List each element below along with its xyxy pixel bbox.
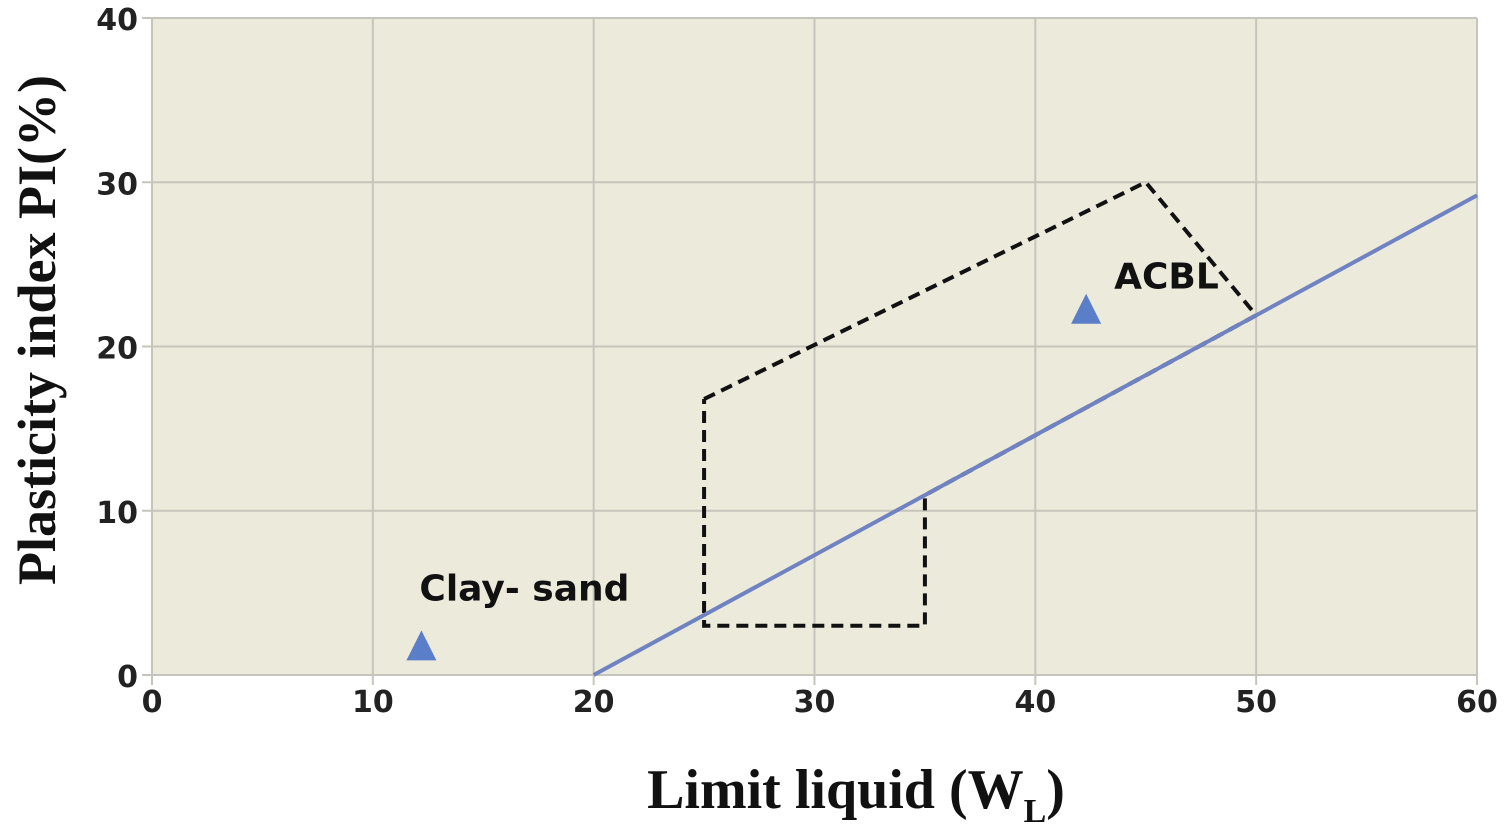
y-axis-title: Plasticity index PI(%) <box>7 75 67 585</box>
data-point-marker <box>1071 293 1102 324</box>
data-series <box>592 179 1478 677</box>
x-axis-title-subscript: L <box>1024 793 1047 830</box>
y-tick-label: 30 <box>96 167 138 202</box>
x-axis-title-main: Limit liquid (W <box>647 759 1024 821</box>
x-tick-label: 30 <box>794 685 836 720</box>
x-axis-title: Limit liquid (WL) <box>647 759 1065 830</box>
x-tick-label: 60 <box>1456 685 1498 720</box>
x-tick-label: 50 <box>1235 685 1277 720</box>
data-point-label: Clay- sand <box>419 568 629 609</box>
x-axis-ticks: 0 10 20 30 40 50 60 <box>142 685 1498 720</box>
data-points: Clay- sand ACBL <box>406 257 1219 661</box>
x-tick-label: 0 <box>142 685 163 720</box>
x-tick-label: 20 <box>573 685 615 720</box>
y-tick-label: 0 <box>117 660 138 695</box>
data-point-marker <box>406 630 437 661</box>
x-axis-title-close: ) <box>1046 759 1065 821</box>
data-point-label: ACBL <box>1114 257 1219 298</box>
a-line <box>592 193 1478 677</box>
y-tick-label: 40 <box>96 3 138 38</box>
x-tick-label: 10 <box>352 685 394 720</box>
x-tick-label: 40 <box>1014 685 1056 720</box>
y-tick-label: 10 <box>96 496 138 531</box>
y-axis-ticks: 0 10 20 30 40 <box>96 3 138 695</box>
boundary-dashed-line <box>702 179 1260 628</box>
y-tick-label: 20 <box>96 332 138 367</box>
